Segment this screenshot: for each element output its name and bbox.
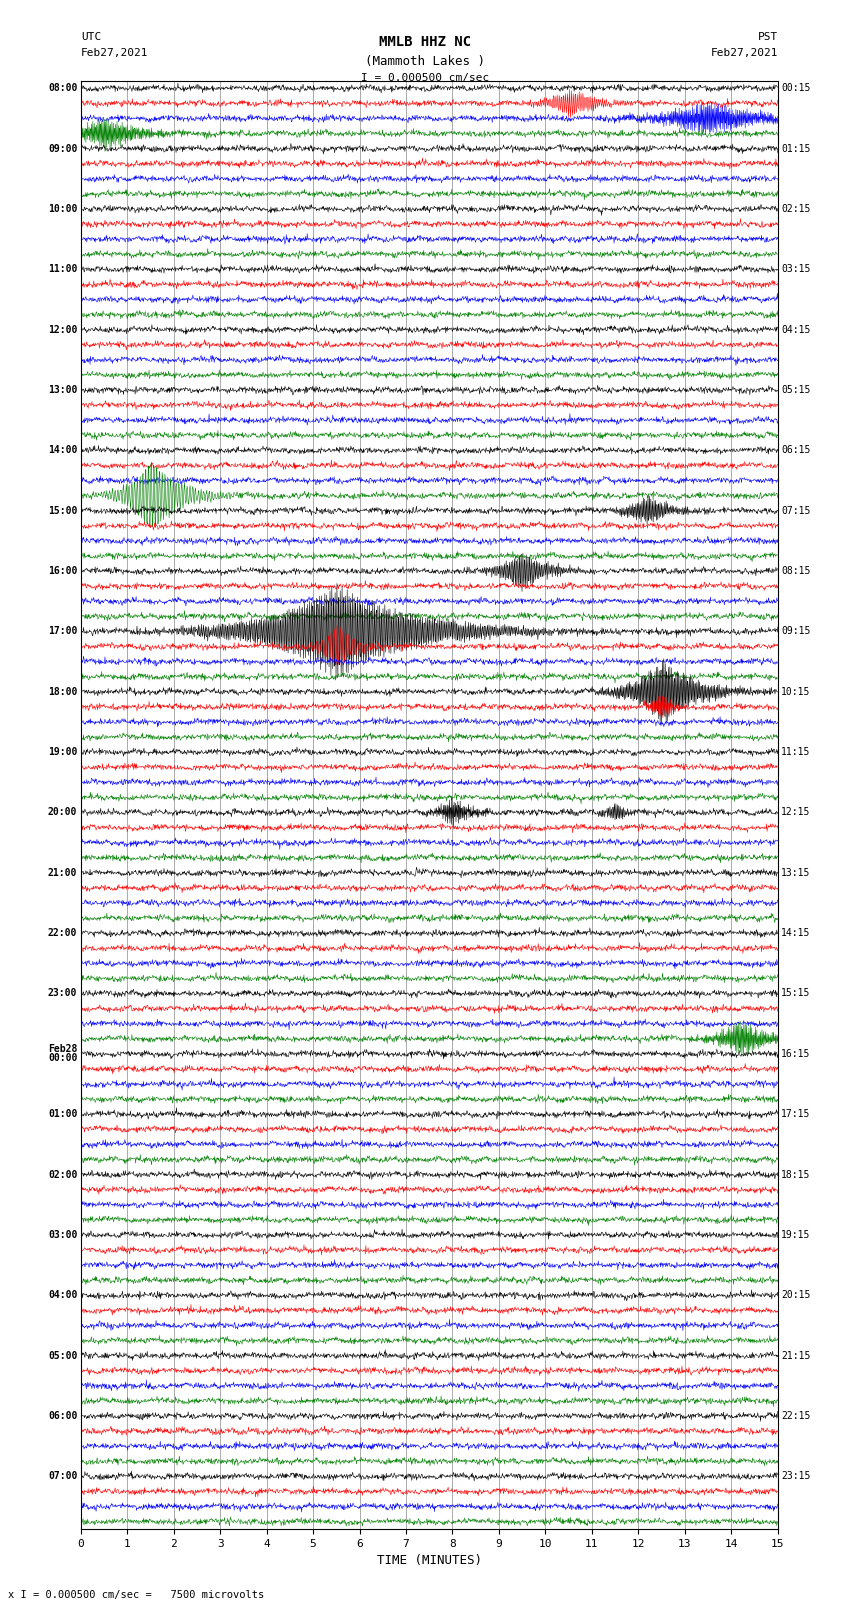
Text: 17:00: 17:00 bbox=[48, 626, 77, 637]
Text: 04:15: 04:15 bbox=[781, 324, 811, 334]
Text: 03:00: 03:00 bbox=[48, 1229, 77, 1240]
Text: 04:00: 04:00 bbox=[48, 1290, 77, 1300]
Text: 00:00: 00:00 bbox=[48, 1053, 77, 1063]
Text: 18:00: 18:00 bbox=[48, 687, 77, 697]
Text: 06:00: 06:00 bbox=[48, 1411, 77, 1421]
Text: MMLB HHZ NC: MMLB HHZ NC bbox=[379, 35, 471, 50]
Text: Feb27,2021: Feb27,2021 bbox=[711, 48, 778, 58]
Text: PST: PST bbox=[757, 32, 778, 42]
Text: 18:15: 18:15 bbox=[781, 1169, 811, 1179]
Text: 09:15: 09:15 bbox=[781, 626, 811, 637]
Text: 19:00: 19:00 bbox=[48, 747, 77, 756]
Text: 13:00: 13:00 bbox=[48, 386, 77, 395]
Text: x I = 0.000500 cm/sec =   7500 microvolts: x I = 0.000500 cm/sec = 7500 microvolts bbox=[8, 1590, 264, 1600]
Text: 03:15: 03:15 bbox=[781, 265, 811, 274]
Text: 23:00: 23:00 bbox=[48, 989, 77, 998]
Text: (Mammoth Lakes ): (Mammoth Lakes ) bbox=[365, 55, 485, 68]
Text: 19:15: 19:15 bbox=[781, 1229, 811, 1240]
Text: UTC: UTC bbox=[81, 32, 101, 42]
Text: 09:00: 09:00 bbox=[48, 144, 77, 153]
Text: 07:00: 07:00 bbox=[48, 1471, 77, 1481]
Text: 20:15: 20:15 bbox=[781, 1290, 811, 1300]
Text: 22:15: 22:15 bbox=[781, 1411, 811, 1421]
Text: 15:00: 15:00 bbox=[48, 505, 77, 516]
Text: 22:00: 22:00 bbox=[48, 927, 77, 939]
Text: 21:00: 21:00 bbox=[48, 868, 77, 877]
Text: 05:00: 05:00 bbox=[48, 1350, 77, 1361]
Text: Feb27,2021: Feb27,2021 bbox=[81, 48, 148, 58]
Text: 16:15: 16:15 bbox=[781, 1048, 811, 1058]
Text: 14:00: 14:00 bbox=[48, 445, 77, 455]
Text: 02:15: 02:15 bbox=[781, 203, 811, 215]
Text: 08:15: 08:15 bbox=[781, 566, 811, 576]
Text: 12:00: 12:00 bbox=[48, 324, 77, 334]
Text: 17:15: 17:15 bbox=[781, 1110, 811, 1119]
X-axis label: TIME (MINUTES): TIME (MINUTES) bbox=[377, 1555, 482, 1568]
Text: 23:15: 23:15 bbox=[781, 1471, 811, 1481]
Text: 12:15: 12:15 bbox=[781, 808, 811, 818]
Text: 16:00: 16:00 bbox=[48, 566, 77, 576]
Text: 15:15: 15:15 bbox=[781, 989, 811, 998]
Text: 08:00: 08:00 bbox=[48, 84, 77, 94]
Text: 02:00: 02:00 bbox=[48, 1169, 77, 1179]
Text: Feb28: Feb28 bbox=[48, 1044, 77, 1055]
Text: 13:15: 13:15 bbox=[781, 868, 811, 877]
Text: 01:15: 01:15 bbox=[781, 144, 811, 153]
Text: 06:15: 06:15 bbox=[781, 445, 811, 455]
Text: 20:00: 20:00 bbox=[48, 808, 77, 818]
Text: I = 0.000500 cm/sec: I = 0.000500 cm/sec bbox=[361, 73, 489, 82]
Text: 10:00: 10:00 bbox=[48, 203, 77, 215]
Text: 01:00: 01:00 bbox=[48, 1110, 77, 1119]
Text: 05:15: 05:15 bbox=[781, 386, 811, 395]
Text: 14:15: 14:15 bbox=[781, 927, 811, 939]
Text: 07:15: 07:15 bbox=[781, 505, 811, 516]
Text: 11:00: 11:00 bbox=[48, 265, 77, 274]
Text: 11:15: 11:15 bbox=[781, 747, 811, 756]
Text: 21:15: 21:15 bbox=[781, 1350, 811, 1361]
Text: 10:15: 10:15 bbox=[781, 687, 811, 697]
Text: 00:15: 00:15 bbox=[781, 84, 811, 94]
